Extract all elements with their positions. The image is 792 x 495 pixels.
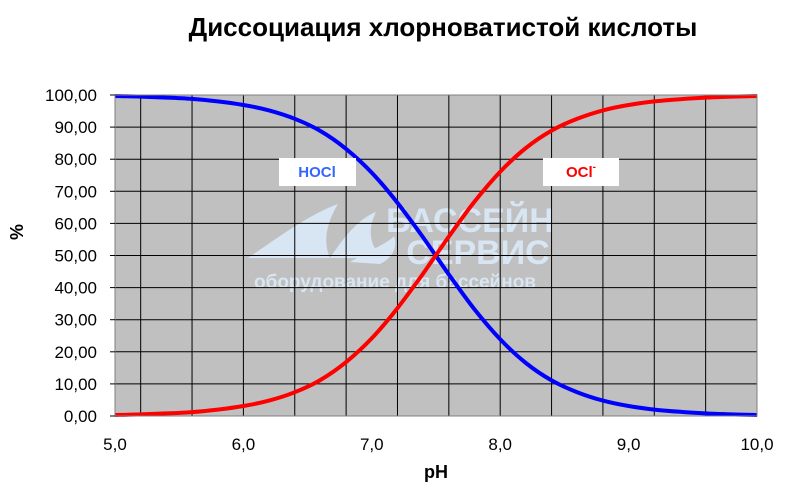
- x-tick-label: 8,0: [488, 435, 512, 454]
- series-label-hocl-text: HOCl: [298, 164, 336, 181]
- y-tick-label: 0,00: [64, 407, 97, 426]
- chart-title: Диссоциация хлорноватистой кислоты: [189, 12, 698, 42]
- y-tick-label: 90,00: [54, 118, 97, 137]
- x-axis-label: pH: [424, 462, 448, 482]
- y-tick-label: 80,00: [54, 150, 97, 169]
- y-tick-label: 60,00: [54, 214, 97, 233]
- series-label-hocl: HOCl: [279, 158, 356, 186]
- y-axis: 0,00 10,00 20,00 30,00 40,00 50,00 60,00 70,00 8…: [45, 86, 115, 426]
- x-tick-label: 6,0: [232, 435, 256, 454]
- x-tick-label: 9,0: [617, 435, 641, 454]
- series-label-ocl-text: OCl-: [566, 162, 596, 181]
- series-line-ocl: [114, 94, 758, 417]
- y-tick-label: 30,00: [54, 311, 97, 330]
- x-tick-label: 5,0: [103, 435, 127, 454]
- x-axis: 5,0 6,0 7,0 8,0 9,0 10,0: [103, 435, 773, 454]
- x-tick-label: 10,0: [740, 435, 773, 454]
- watermark-line3: оборудование для бассейнов: [254, 272, 536, 293]
- series-label-ocl: OCl-: [543, 158, 619, 186]
- watermark-wave-icon: [350, 236, 396, 264]
- x-tick-label: 7,0: [360, 435, 384, 454]
- y-tick-label: 100,00: [45, 86, 97, 105]
- y-tick-label: 50,00: [54, 247, 97, 266]
- y-axis-label: %: [7, 224, 27, 240]
- watermark-sail-icon: [248, 204, 338, 258]
- y-tick-label: 70,00: [54, 182, 97, 201]
- series-layer: [114, 94, 758, 417]
- y-tick-label: 40,00: [54, 279, 97, 298]
- y-tick-label: 20,00: [54, 343, 97, 362]
- y-tick-label: 10,00: [54, 375, 97, 394]
